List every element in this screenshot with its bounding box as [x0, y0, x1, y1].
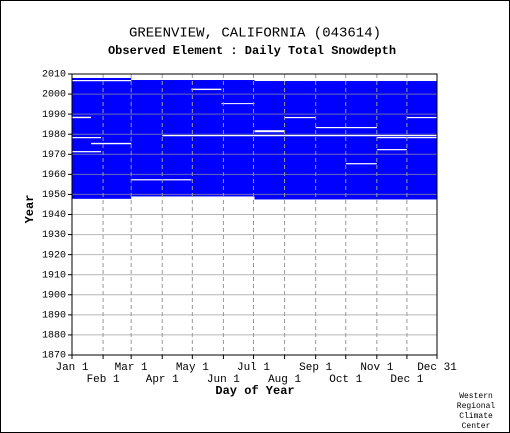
- data-range: [72, 78, 132, 199]
- y-tick-label: 1880: [42, 331, 66, 342]
- x-axis-label: Day of Year: [215, 384, 294, 398]
- data-range: [131, 80, 255, 197]
- x-tick-label: Dec 31: [417, 362, 457, 374]
- data-gap: [162, 135, 437, 137]
- x-tick-label: May 1: [176, 362, 209, 374]
- x-tick-label: Jul 1: [237, 362, 270, 374]
- credit: Climate: [459, 412, 493, 421]
- x-tick-label: Jan 1: [55, 362, 88, 374]
- data-gap: [72, 151, 102, 153]
- data-gap: [315, 126, 377, 129]
- data-gap: [91, 142, 132, 145]
- y-tick-label: 1890: [42, 310, 66, 321]
- x-tick-label: Mar 1: [115, 362, 148, 374]
- x-tick-label: Nov 1: [360, 362, 393, 374]
- y-tick-label: 1940: [42, 210, 66, 221]
- x-tick-label: Apr 1: [146, 374, 179, 386]
- chart-subtitle: Observed Element : Daily Total Snowdepth: [108, 44, 396, 58]
- data-gap: [191, 88, 222, 91]
- data-gap: [72, 137, 102, 139]
- y-tick-label: 1980: [42, 130, 66, 141]
- data-gap: [284, 116, 316, 119]
- credit: Regional: [457, 402, 496, 411]
- x-tick-label: Jun 1: [207, 374, 240, 386]
- x-tick-label: Sep 1: [299, 362, 332, 374]
- data-gap: [406, 116, 437, 119]
- y-tick-label: 1990: [42, 110, 66, 121]
- y-tick-label: 2000: [42, 90, 66, 101]
- y-tick-label: 1960: [42, 170, 66, 181]
- y-tick-label: 1920: [42, 250, 66, 261]
- y-axis-label: Year: [23, 195, 37, 224]
- data-gap: [72, 80, 132, 82]
- credit: Western: [459, 392, 493, 401]
- data-gap: [72, 116, 92, 119]
- x-tick-label: Feb 1: [87, 374, 120, 386]
- y-tick-label: 1930: [42, 230, 66, 241]
- y-tick-label: 1970: [42, 150, 66, 161]
- y-tick-label: 2010: [42, 70, 66, 81]
- data-gap: [345, 163, 377, 165]
- chart-title: GREENVIEW, CALIFORNIA (043614): [129, 26, 381, 42]
- y-tick-label: 1900: [42, 290, 66, 301]
- x-tick-label: Oct 1: [329, 374, 362, 386]
- y-tick-label: 1910: [42, 270, 66, 281]
- data-gap: [221, 103, 255, 105]
- data-gap: [376, 149, 407, 151]
- data-gap: [254, 130, 285, 133]
- y-tick-label: 1950: [42, 190, 66, 201]
- y-tick-label: 1870: [42, 351, 66, 362]
- x-tick-label: Aug 1: [268, 374, 301, 386]
- x-tick-label: Dec 1: [390, 374, 423, 386]
- plot-border: [71, 73, 438, 356]
- credit: Center: [462, 422, 491, 431]
- data-gap: [131, 179, 192, 181]
